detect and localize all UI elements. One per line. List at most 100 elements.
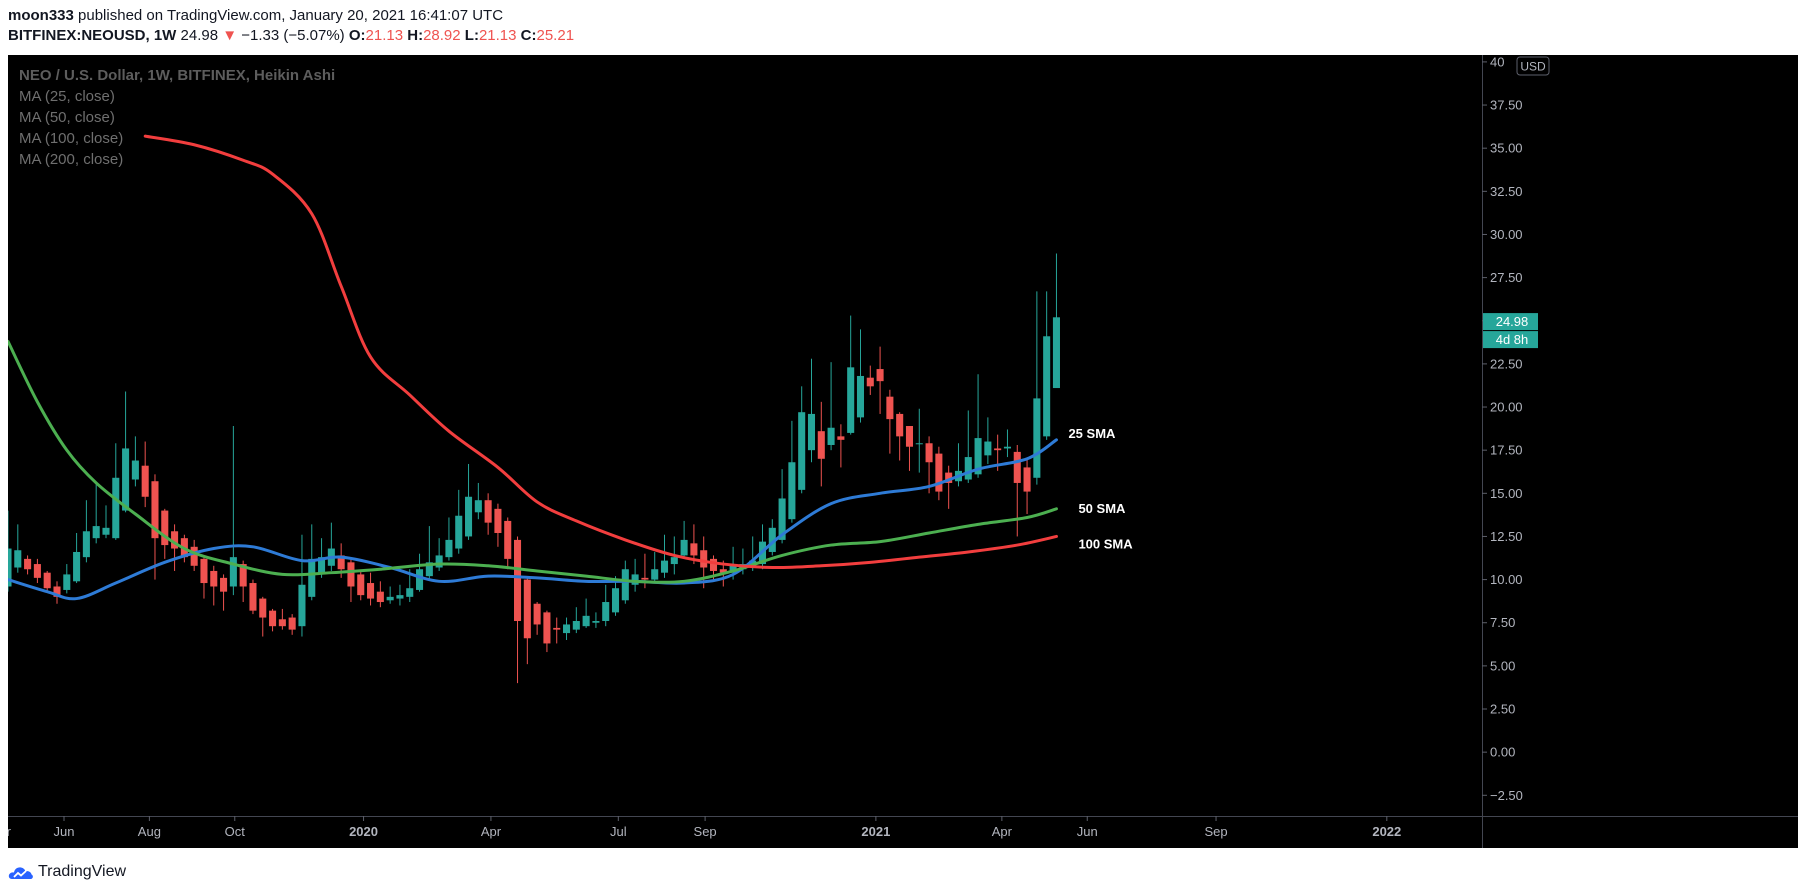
candle-body[interactable] (122, 448, 130, 511)
candle-body[interactable] (161, 510, 169, 546)
candle-body[interactable] (514, 539, 522, 622)
candle-body[interactable] (807, 413, 816, 451)
candle-body[interactable] (925, 443, 933, 463)
ma-100-line[interactable] (143, 134, 1058, 570)
candle-body[interactable] (1013, 451, 1021, 483)
candle-body[interactable] (131, 460, 139, 480)
candle-body[interactable] (425, 562, 433, 577)
price-chart[interactable]: 4037.5035.0032.5030.0027.5025.0022.5020.… (8, 55, 1798, 848)
candle-body[interactable] (543, 612, 551, 644)
candle-body[interactable] (298, 584, 306, 627)
candle-body[interactable] (1043, 336, 1051, 437)
tradingview-cloud-icon[interactable] (8, 863, 34, 881)
candle-body[interactable] (386, 596, 394, 601)
candle-body[interactable] (631, 574, 639, 585)
candle-body[interactable] (582, 615, 590, 627)
candle-body[interactable] (690, 543, 698, 556)
candle-body[interactable] (562, 624, 571, 634)
candle-body[interactable] (788, 462, 796, 520)
candle-body[interactable] (611, 588, 620, 613)
candle-body[interactable] (660, 560, 669, 573)
author-name[interactable]: moon333 (8, 7, 74, 24)
candle-body[interactable] (651, 569, 659, 580)
candle-body[interactable] (827, 427, 835, 445)
ma-50-line[interactable] (8, 339, 1058, 584)
ma-25-line[interactable] (8, 438, 1058, 601)
candle-body[interactable] (896, 413, 904, 437)
symbol-name[interactable]: BITFINEX:NEOUSD, 1W (8, 27, 177, 44)
candle-body[interactable] (945, 472, 953, 483)
candle-body[interactable] (308, 558, 316, 597)
candle-body[interactable] (43, 572, 51, 589)
candle-body[interactable] (1052, 317, 1060, 389)
candle-body[interactable] (866, 377, 874, 387)
candle-body[interactable] (641, 577, 649, 580)
candle-body[interactable] (210, 570, 218, 587)
candle-body[interactable] (14, 550, 22, 568)
candle-body[interactable] (837, 436, 845, 440)
candle-body[interactable] (249, 583, 257, 611)
legend-ma-50[interactable]: MA (50, close) (19, 109, 115, 126)
candle-body[interactable] (523, 579, 531, 639)
candle-body[interactable] (465, 496, 473, 537)
candle-body[interactable] (73, 551, 81, 582)
candle-body[interactable] (729, 565, 737, 573)
candle-body[interactable] (709, 558, 718, 571)
candle-body[interactable] (396, 595, 404, 599)
candle-body[interactable] (886, 396, 894, 420)
candle-body[interactable] (719, 569, 727, 573)
candle-body[interactable] (435, 555, 443, 568)
candle-body[interactable] (474, 500, 482, 513)
candle-body[interactable] (974, 438, 982, 475)
candle-body[interactable] (151, 481, 159, 539)
candle-body[interactable] (455, 515, 463, 549)
candle-body[interactable] (984, 441, 992, 456)
candle-body[interactable] (82, 531, 90, 558)
candle-body[interactable] (700, 550, 708, 568)
candle-body[interactable] (141, 465, 149, 497)
candle-body[interactable] (494, 508, 502, 533)
currency-badge[interactable] (1516, 56, 1550, 76)
candle-body[interactable] (533, 603, 541, 625)
candle-body[interactable] (406, 588, 414, 597)
candle-body[interactable] (102, 527, 110, 535)
candle-body[interactable] (592, 621, 600, 623)
candle-body[interactable] (621, 569, 629, 601)
candle-body[interactable] (798, 412, 806, 490)
candle-body[interactable] (905, 426, 914, 447)
candle-body[interactable] (347, 562, 355, 587)
candle-body[interactable] (288, 617, 296, 630)
candle-body[interactable] (817, 431, 825, 459)
candle-body[interactable] (33, 564, 41, 578)
candle-body[interactable] (24, 558, 32, 570)
candle-body[interactable] (1033, 398, 1041, 478)
legend-ma-100[interactable]: MA (100, close) (19, 130, 124, 147)
candle-body[interactable] (239, 564, 247, 587)
candle-body[interactable] (964, 457, 972, 480)
candle-body[interactable] (856, 375, 865, 418)
candle-body[interactable] (367, 583, 375, 599)
candle-body[interactable] (229, 557, 237, 587)
candle-body[interactable] (1003, 446, 1011, 449)
candle-body[interactable] (935, 453, 943, 492)
candle-body[interactable] (376, 591, 384, 603)
candle-body[interactable] (220, 577, 228, 592)
candle-body[interactable] (171, 531, 179, 549)
candle-body[interactable] (602, 602, 610, 622)
candle-body[interactable] (553, 627, 561, 630)
candle-body[interactable] (670, 557, 678, 565)
candle-body[interactable] (318, 557, 326, 575)
candle-body[interactable] (269, 610, 277, 627)
candle-body[interactable] (337, 555, 345, 570)
candle-body[interactable] (484, 500, 492, 523)
candle-body[interactable] (112, 477, 120, 539)
legend-ma-25[interactable]: MA (25, close) (19, 88, 115, 105)
candle-body[interactable] (847, 367, 855, 433)
candle-body[interactable] (572, 621, 580, 630)
candle-body[interactable] (92, 526, 100, 539)
candle-body[interactable] (190, 546, 198, 566)
candle-body[interactable] (53, 586, 61, 597)
candle-body[interactable] (778, 498, 786, 540)
candle-body[interactable] (63, 574, 71, 590)
candle-body[interactable] (876, 369, 884, 382)
